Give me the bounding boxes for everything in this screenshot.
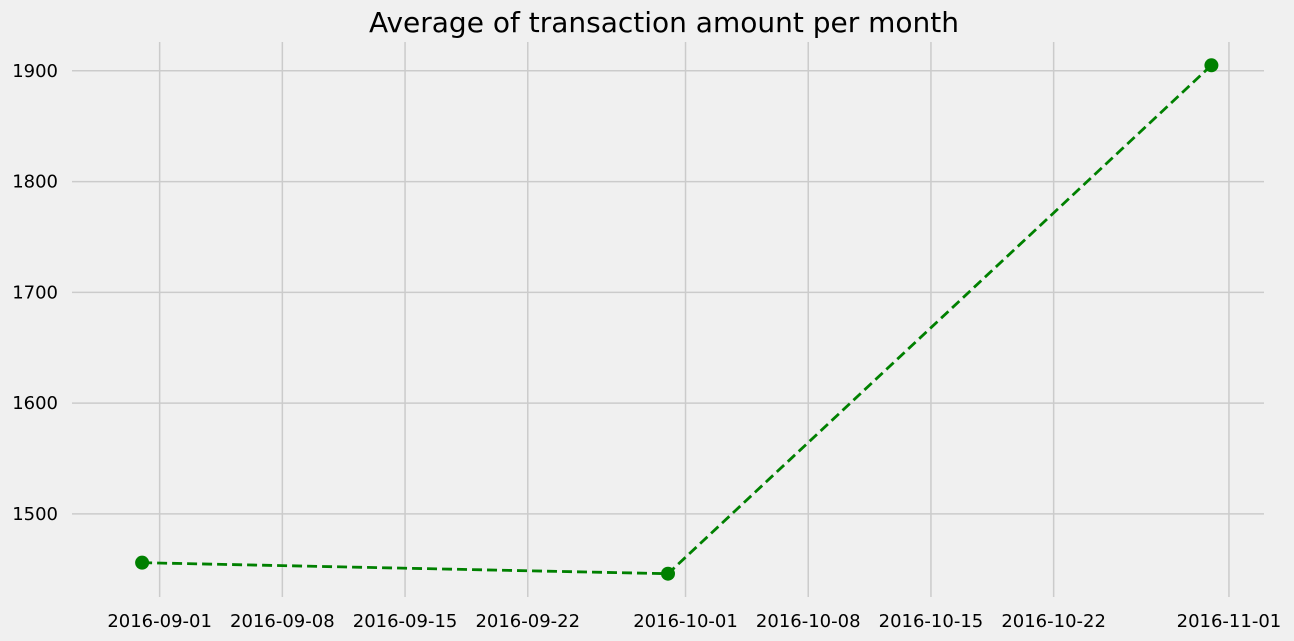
x-tick-label: 2016-09-22: [475, 611, 580, 632]
y-tick-label: 1500: [12, 504, 58, 525]
y-tick-label: 1700: [12, 282, 58, 303]
x-tick-label: 2016-09-08: [230, 611, 335, 632]
data-point: [661, 567, 675, 581]
x-tick-label: 2016-10-01: [633, 611, 738, 632]
chart-title: Average of transaction amount per month: [369, 6, 959, 39]
x-tick-label: 2016-11-01: [1177, 611, 1282, 632]
data-point: [135, 556, 149, 570]
y-tick-label: 1600: [12, 393, 58, 414]
x-tick-label: 2016-10-15: [879, 611, 984, 632]
x-tick-label: 2016-10-22: [1001, 611, 1106, 632]
x-tick-label: 2016-10-08: [756, 611, 861, 632]
y-tick-label: 1800: [12, 172, 58, 193]
y-tick-label: 1900: [12, 61, 58, 82]
x-tick-label: 2016-09-15: [353, 611, 458, 632]
x-tick-label: 2016-09-01: [107, 611, 212, 632]
data-point: [1204, 58, 1218, 72]
